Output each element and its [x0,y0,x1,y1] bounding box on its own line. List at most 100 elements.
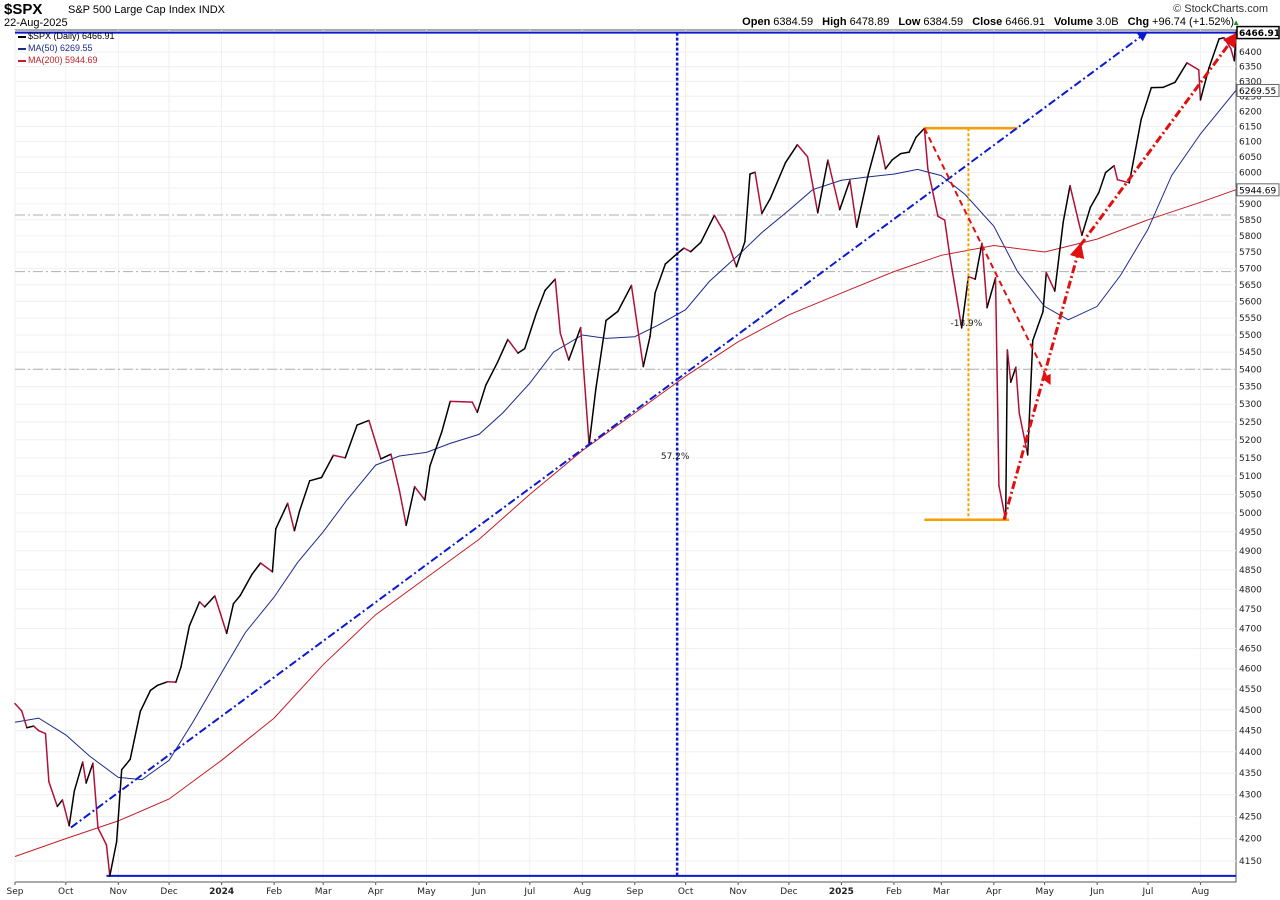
price-segment [838,179,851,211]
price-segment [908,136,917,153]
price-segment [405,485,416,527]
price-segment [981,242,988,309]
y-tick-label: 6400 [1239,48,1262,58]
y-tick-label: 6050 [1239,153,1262,163]
price-segment [73,761,84,792]
price-segment [203,595,216,608]
volume-value: 3.0B [1095,16,1119,28]
ma200-line [14,189,1237,857]
y-tick-label: 5200 [1239,436,1262,446]
price-segment [198,601,206,608]
y-tick-label: 6300 [1239,77,1262,87]
price-segment [700,214,716,244]
price-segment [308,476,323,482]
price-segment [796,143,809,158]
price-segment [129,710,142,761]
price-segment [239,573,253,597]
x-tick-label: Jun [471,887,486,897]
price-segment [1104,164,1115,174]
close-value: 6466.91 [1005,16,1045,28]
price-segment [784,143,799,164]
y-tick-label: 5400 [1239,365,1262,375]
price-segment [286,502,296,532]
ohlc-readout: Open 6384.59 High 6478.89 Low 6384.59 Close… [736,16,1234,28]
price-segment [485,361,499,387]
legend-price-text: $SPX (Daily) 6466.91 [28,31,115,41]
price-segment [1218,37,1225,40]
price-segment [81,761,87,784]
y-tick-label: 5250 [1239,418,1262,428]
y-tick-label: 4750 [1239,605,1262,615]
legend-ma200: MA(200) 5944.69 [18,54,115,66]
price-segment [149,684,159,692]
right-value-box [1236,83,1280,97]
plot-frame [14,29,1237,883]
x-tick-label: Dec [160,887,177,897]
y-tick-label: 4300 [1239,791,1262,801]
x-tick-label: May [1035,887,1054,897]
y-tick-label: 5900 [1239,200,1262,210]
price-segment [85,762,94,784]
y-tick-label: 5550 [1239,314,1262,324]
price-segment [877,135,887,170]
x-tick-label: Jun [1089,887,1104,897]
up-triangle-icon: ▲ [1232,18,1240,27]
legend-ma50-text: MA(50) 6269.55 [28,43,93,53]
price-series [14,31,1237,877]
x-tick-label: 2025 [829,887,854,897]
price-segment [1197,69,1202,101]
price-segment [517,347,526,354]
price-segment [867,135,880,175]
chart-date: 22-Aug-2025 [4,17,68,29]
x-tick-label: Nov [110,887,128,897]
price-segment [1140,86,1153,121]
price-segment [1174,62,1188,84]
price-segment [937,215,946,221]
price-segment [523,311,538,350]
y-tick-label: 4550 [1239,685,1262,695]
trend-line-3 [1002,242,1085,521]
y-tick-label: 6200 [1239,107,1262,117]
y-tick-label: 6000 [1239,169,1262,179]
price-segment [1128,118,1142,184]
price-segment [1089,191,1100,209]
price-segment [544,278,556,292]
x-tick-label: Feb [266,887,282,897]
price-segment [899,151,910,155]
price-segment [1062,184,1071,223]
price-segment [949,255,958,298]
y-tick-label: 5050 [1239,490,1262,500]
low-label: Low [898,16,921,28]
price-segment [923,127,929,170]
y-tick-label: 4900 [1239,547,1262,557]
y-tick-label: 5600 [1239,297,1262,307]
brand-label: © StockCharts.com [1173,3,1268,15]
price-segment [1098,171,1107,194]
open-value: 6384.59 [773,16,814,28]
price-segment [188,601,201,627]
price-segment [398,489,407,527]
right-value-box [1236,25,1280,40]
y-tick-label: 5150 [1239,454,1262,464]
price-segment [986,277,997,309]
price-segment [156,681,169,687]
chart-header: $SPX S&P 500 Large Cap Index INDX 22-Aug… [0,0,1280,30]
price-segment [413,485,426,501]
trend-line-4 [1078,32,1238,247]
price-segment [356,419,370,426]
x-tick-label: 2024 [209,887,234,897]
measure-label: -18.9% [951,319,983,329]
x-tick-label: Apr [986,887,1002,897]
price-segment [275,502,289,530]
y-tick-label: 6350 [1239,63,1262,73]
price-segment [630,284,645,368]
price-segment [735,240,746,268]
y-tick-label: 4600 [1239,665,1262,675]
price-segment [332,454,346,459]
price-segment [642,335,651,368]
price-segment [44,732,50,783]
price-segment [754,171,763,215]
y-tick-label: 4850 [1239,566,1262,576]
trend-line-1 [70,31,1148,829]
